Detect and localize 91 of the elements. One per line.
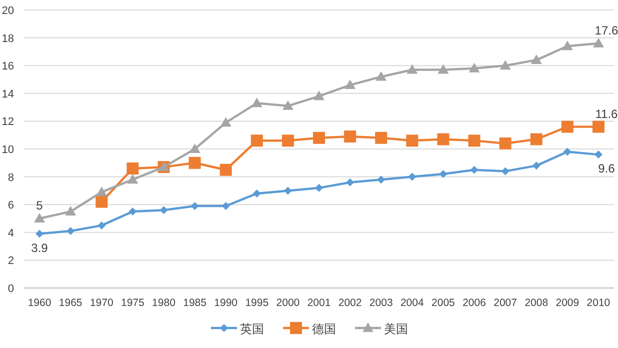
point [313,132,325,144]
y-tick-label: 10 [2,144,14,156]
x-tick-label: 2008 [524,297,548,309]
y-tick-label: 8 [8,172,14,184]
point [220,117,232,127]
data-label: 5 [36,198,44,212]
point [96,196,108,208]
point [189,144,200,153]
point [438,64,449,74]
data-label: 17.6 [594,23,618,38]
point [251,98,262,108]
point [592,38,604,48]
point [375,132,388,144]
point [127,174,138,184]
x-tick-label: 1980 [152,297,176,309]
point [562,40,573,50]
point [530,54,542,64]
point [188,156,201,169]
x-tick-label: 2010 [586,297,610,309]
y-tick-label: 14 [2,88,14,100]
x-tick-label: 2000 [276,297,300,309]
data-label: 11.6 [595,106,618,121]
point [561,120,574,133]
x-tick-label: 2002 [338,297,362,309]
legend-label: 德国 [312,322,336,336]
point [594,150,602,159]
point [468,134,480,147]
x-tick-label: 2005 [432,297,456,309]
x-tick-label: 2009 [556,297,580,309]
point [532,162,540,170]
point [406,134,418,147]
x-tick-label: 2003 [369,297,393,309]
x-tick-label: 2006 [462,297,486,309]
point [499,137,512,150]
x-tick-label: 1970 [90,297,114,309]
y-tick-label: 6 [8,200,14,212]
x-tick-label: 1965 [58,297,82,309]
point [34,213,46,222]
point [408,172,416,181]
point [344,130,356,142]
x-tick-label: 2004 [400,297,424,309]
point [346,178,354,186]
point [252,189,261,198]
x-tick-label: 1995 [245,297,269,309]
point [377,176,386,184]
legend-label: 英国 [240,322,264,336]
point [376,71,387,81]
point [468,62,480,72]
point [406,64,418,74]
legend-label: 美国 [384,322,408,336]
y-tick-label: 16 [2,60,14,73]
point [315,184,323,192]
point [65,206,76,216]
point [530,133,542,146]
y-tick-label: 20 [2,5,14,17]
x-tick-label: 2007 [494,297,518,309]
point [284,186,292,195]
point [314,90,324,100]
point [36,230,44,238]
point [437,133,450,146]
point [222,202,230,210]
x-tick-label: 1975 [121,297,145,309]
point [592,120,604,133]
point [96,186,108,196]
point [190,202,199,210]
point [126,162,139,174]
point [563,148,572,156]
y-tick-label: 4 [8,227,14,240]
point [501,167,510,176]
point [250,134,263,147]
y-tick-label: 12 [2,116,14,128]
point [160,206,168,214]
point [500,60,511,70]
point [470,166,478,174]
x-tick-label: 1985 [183,297,207,309]
point [98,221,106,230]
point [439,170,448,178]
data-label: 9.6 [598,162,616,176]
x-tick-label: 2001 [307,297,331,309]
y-tick-label: 0 [8,283,14,295]
point [66,227,75,236]
point [220,164,232,176]
point [282,100,294,110]
y-tick-label: 2 [8,255,14,268]
data-label: 3.9 [31,240,48,255]
x-tick-label: 1990 [214,297,238,309]
x-tick-label: 1960 [28,297,52,309]
point [128,208,137,216]
point [282,134,294,147]
y-tick-label: 18 [2,32,14,45]
point [344,80,356,90]
